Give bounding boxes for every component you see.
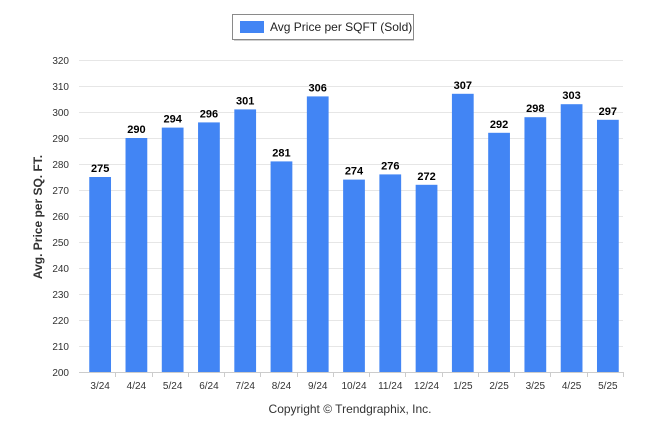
bar[interactable] (89, 177, 112, 372)
bar[interactable] (306, 96, 329, 373)
bar[interactable] (161, 127, 184, 372)
y-tick-label: 310 (52, 82, 69, 93)
data-labels: 275 290 294 296 301 281 306 274 276 272 307 292 298 3… (91, 80, 617, 183)
y-tick-label: 210 (52, 342, 69, 353)
y-tick-label: 270 (52, 186, 69, 197)
x-tick-label: 3/25 (526, 381, 546, 392)
y-tick-label: 240 (52, 264, 69, 275)
y-tick-label: 290 (52, 134, 69, 145)
copyright-footer: Copyright © Trendgraphix, Inc. (269, 402, 432, 416)
y-tick-label: 220 (52, 316, 69, 327)
data-label: 306 (309, 82, 327, 94)
data-label: 294 (163, 114, 182, 126)
x-tick-label: 3/24 (90, 381, 110, 392)
bars (89, 93, 619, 373)
data-label: 281 (272, 147, 290, 159)
bar[interactable] (125, 138, 148, 372)
x-axis-ticks: 3/24 4/24 5/24 6/24 7/24 8/24 9/24 10/24 11/24 12… (90, 372, 624, 392)
x-tick-label: 11/24 (378, 381, 403, 392)
y-tick-label: 200 (52, 368, 69, 379)
x-tick-label: 8/24 (272, 381, 292, 392)
bar[interactable] (270, 161, 293, 372)
x-tick-label: 4/25 (562, 381, 582, 392)
bar[interactable] (451, 93, 474, 373)
bar[interactable] (596, 119, 619, 372)
y-tick-label: 280 (52, 160, 69, 171)
data-label: 292 (490, 119, 508, 131)
x-tick-label: 5/25 (598, 381, 618, 392)
x-tick-label: 5/24 (163, 381, 183, 392)
bar[interactable] (343, 179, 365, 372)
y-tick-label: 320 (52, 56, 69, 67)
x-tick-label: 1/25 (453, 381, 473, 392)
y-axis-ticks: 200 210 220 230 240 250 260 270 280 290 300 310 320 (52, 56, 69, 379)
legend[interactable]: Avg Price per SQFT (Sold) (232, 14, 415, 41)
bar[interactable] (560, 104, 583, 372)
data-label: 276 (381, 160, 399, 172)
data-label: 275 (91, 163, 109, 175)
bar[interactable] (198, 122, 220, 373)
legend-swatch (240, 21, 264, 33)
y-tick-label: 260 (52, 212, 69, 223)
y-tick-label: 300 (52, 108, 69, 119)
data-label: 296 (200, 108, 218, 120)
bar[interactable] (488, 132, 510, 372)
x-tick-label: 2/25 (489, 381, 509, 392)
data-label: 298 (526, 103, 544, 115)
data-label: 297 (599, 106, 617, 118)
data-label: 307 (454, 80, 472, 92)
bar[interactable] (379, 174, 402, 372)
y-axis-title: Avg. Price per SQ. FT. (31, 155, 45, 279)
y-tick-label: 250 (52, 238, 69, 249)
data-label: 301 (236, 95, 254, 107)
legend-label: Avg Price per SQFT (Sold) (270, 20, 412, 34)
bar[interactable] (524, 117, 547, 372)
data-label: 272 (417, 171, 435, 183)
data-label: 274 (345, 166, 364, 178)
x-tick-label: 6/24 (199, 381, 219, 392)
data-label: 290 (127, 124, 145, 136)
data-label: 303 (562, 90, 580, 102)
x-tick-label: 7/24 (235, 381, 255, 392)
x-tick-label: 12/24 (414, 381, 439, 392)
bar[interactable] (234, 109, 257, 373)
bar[interactable] (415, 184, 438, 372)
y-tick-label: 230 (52, 290, 69, 301)
x-tick-label: 4/24 (127, 381, 147, 392)
x-tick-label: 9/24 (308, 381, 328, 392)
x-tick-label: 10/24 (341, 381, 366, 392)
